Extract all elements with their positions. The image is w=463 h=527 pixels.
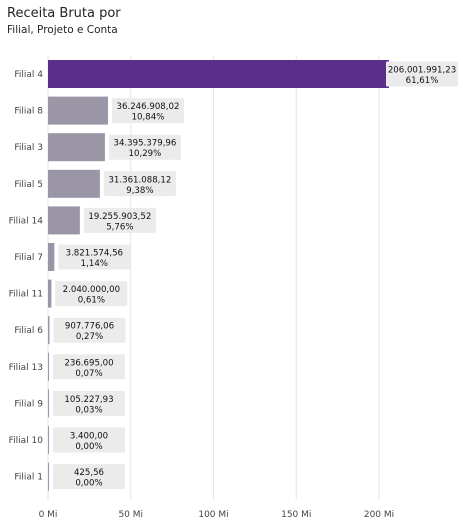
category-label: Filial 10 xyxy=(9,436,44,446)
data-label-value: 907.776,06 xyxy=(65,322,114,332)
data-label-box xyxy=(55,281,128,307)
category-label: Filial 3 xyxy=(14,143,43,153)
data-label-box xyxy=(108,134,181,160)
bar[interactable] xyxy=(48,243,55,271)
data-label-box xyxy=(103,171,176,197)
data-label-percent: 0,27% xyxy=(76,332,103,342)
x-tick-label: 200 Mi xyxy=(364,510,394,520)
data-label-percent: 9,38% xyxy=(126,186,153,196)
data-label-box xyxy=(53,464,125,490)
chart-subtitle: Filial, Projeto e Conta xyxy=(7,24,118,36)
data-label-value: 425,56 xyxy=(74,468,104,478)
data-label-value: 2.040.000,00 xyxy=(63,285,120,295)
data-label-value: 206.001.991,23 xyxy=(388,66,456,76)
x-tick-label: 150 Mi xyxy=(281,510,311,520)
data-label-value: 36.246.908,02 xyxy=(117,102,180,112)
data-label-value: 3.400,00 xyxy=(70,432,108,442)
data-label-value: 236.695,00 xyxy=(64,358,113,368)
category-label: Filial 7 xyxy=(14,253,43,263)
category-label: Filial 13 xyxy=(9,363,43,373)
data-label-percent: 0,00% xyxy=(75,479,102,489)
category-label: Filial 14 xyxy=(9,216,44,226)
bar[interactable] xyxy=(48,426,49,454)
bar[interactable] xyxy=(48,462,49,491)
data-label-value: 31.361.088,12 xyxy=(108,175,171,185)
data-label-value: 19.255.903,52 xyxy=(88,212,151,222)
bar[interactable] xyxy=(48,389,49,418)
bar[interactable] xyxy=(48,169,100,198)
data-label-box xyxy=(53,390,125,416)
data-label-box xyxy=(53,354,125,380)
bar[interactable] xyxy=(48,279,52,308)
chart-title: Receita Bruta por xyxy=(7,6,121,21)
data-label-box xyxy=(386,61,458,87)
category-label: Filial 4 xyxy=(14,70,43,80)
x-tick-label: 50 Mi xyxy=(118,510,143,520)
bar[interactable] xyxy=(48,316,50,345)
data-label-percent: 0,03% xyxy=(75,405,102,415)
data-label-value: 34.395.379,96 xyxy=(113,139,176,149)
bar[interactable] xyxy=(48,133,105,162)
data-label-percent: 61,61% xyxy=(406,76,439,86)
data-label-value: 3.821.574,56 xyxy=(66,249,123,259)
category-label: Filial 5 xyxy=(14,180,43,190)
bar[interactable] xyxy=(48,60,389,88)
category-label: Filial 11 xyxy=(9,290,43,300)
x-tick-label: 0 Mi xyxy=(39,510,58,520)
data-label-box xyxy=(111,98,184,124)
data-label-percent: 10,84% xyxy=(132,113,165,123)
data-label-box xyxy=(58,244,131,270)
bar[interactable] xyxy=(48,352,49,381)
category-label: Filial 9 xyxy=(14,399,43,409)
category-label: Filial 1 xyxy=(14,473,43,483)
data-label-box xyxy=(53,317,126,343)
data-label-box xyxy=(83,207,156,233)
data-label-percent: 0,61% xyxy=(78,296,105,306)
data-label-percent: 0,00% xyxy=(75,442,102,452)
data-label-value: 105.227,93 xyxy=(64,395,113,405)
data-label-box xyxy=(53,427,125,453)
bar[interactable] xyxy=(48,206,80,235)
data-label-percent: 10,29% xyxy=(129,149,162,159)
data-label-percent: 5,76% xyxy=(106,222,133,232)
category-label: Filial 8 xyxy=(14,107,43,117)
x-tick-label: 100 Mi xyxy=(198,510,228,520)
bar[interactable] xyxy=(48,96,108,125)
data-label-percent: 1,14% xyxy=(81,259,108,269)
category-label: Filial 6 xyxy=(14,326,43,336)
data-label-percent: 0,07% xyxy=(75,369,102,379)
